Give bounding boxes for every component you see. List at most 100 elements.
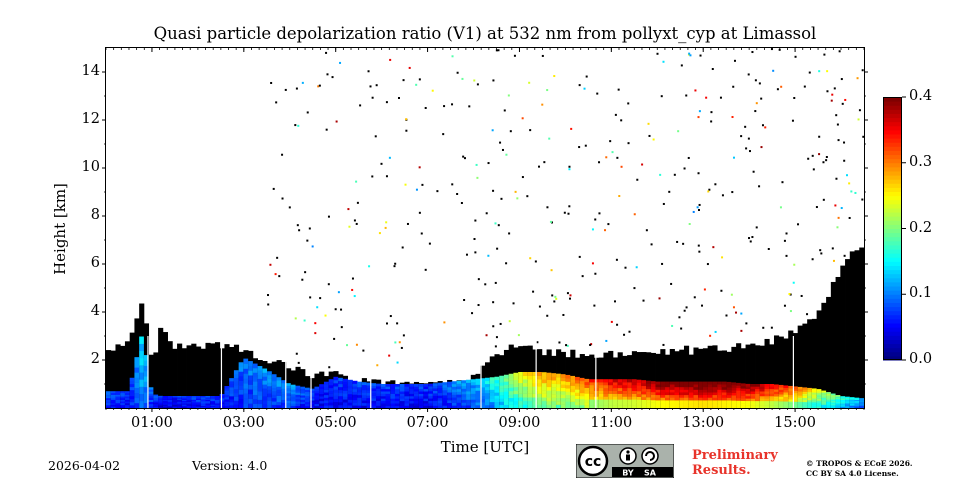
preliminary-line-1: Preliminary: [692, 448, 778, 463]
depol-cell: [342, 390, 349, 394]
depol-cell: [224, 388, 230, 391]
depol-cell: [674, 392, 680, 396]
depol-cell: [309, 394, 315, 397]
preliminary-line-2: Results.: [692, 463, 751, 478]
depol-cell: [110, 394, 116, 397]
depol-cell: [124, 401, 131, 404]
depol-cell: [196, 403, 202, 405]
depol-cell: [788, 401, 794, 404]
colorbar-segment: [883, 253, 902, 258]
depol-cell: [679, 381, 685, 385]
depol-cell: [447, 405, 453, 409]
noise-speck: [662, 60, 665, 63]
depol-cell: [513, 390, 519, 395]
noise-speck: [517, 334, 520, 337]
depol-cell: [513, 393, 519, 398]
noise-speck: [823, 53, 826, 56]
depol-cell: [177, 400, 183, 403]
noise-speck: [274, 273, 277, 276]
depol-cell: [859, 404, 865, 406]
depol-cell: [759, 384, 765, 387]
depol-cell: [688, 392, 694, 396]
depol-cell: [565, 401, 571, 405]
depol-cell: [660, 400, 666, 404]
depol-cell: [399, 386, 405, 390]
noise-speck: [512, 302, 515, 305]
cc-by-sa-badge-icon[interactable]: cc BY SA: [576, 444, 674, 478]
noise-speck: [800, 294, 803, 297]
depol-cell: [660, 389, 666, 393]
noise-speck: [456, 192, 459, 195]
noise-speck: [374, 135, 377, 138]
depol-cell: [243, 383, 249, 389]
depol-cell: [679, 389, 685, 393]
depol-cell: [196, 406, 202, 409]
depol-cell: [470, 384, 476, 389]
depol-cell: [560, 401, 566, 405]
depol-cell: [802, 389, 808, 392]
depol-cell: [357, 400, 363, 404]
depol-cell: [579, 380, 585, 385]
depol-cell: [134, 402, 140, 409]
depol-cell: [470, 387, 476, 392]
depol-cell: [447, 392, 453, 396]
depol-cell: [740, 398, 746, 401]
depol-cell: [816, 394, 822, 397]
depol-cell: [603, 379, 609, 383]
depol-cell: [717, 386, 723, 390]
depol-cell: [115, 396, 121, 399]
noise-speck: [744, 125, 747, 128]
depol-cell: [499, 388, 505, 393]
depol-cell: [589, 393, 595, 397]
colorbar-segment: [883, 109, 902, 114]
noise-speck: [424, 106, 427, 109]
depol-cell: [570, 388, 576, 393]
depol-cell: [366, 400, 372, 404]
depol-cell: [399, 384, 405, 387]
depol-cell: [304, 405, 311, 409]
depol-cell: [432, 390, 439, 394]
depol-cell: [357, 384, 363, 388]
depol-cell: [755, 400, 761, 404]
depol-cell: [120, 404, 126, 407]
noise-speck: [822, 161, 825, 164]
signal-column: [816, 310, 822, 408]
depol-cell: [456, 397, 462, 401]
noise-speck: [476, 83, 479, 86]
noise-speck: [584, 144, 587, 147]
depol-cell: [276, 386, 282, 390]
depol-cell: [797, 399, 803, 402]
depol-cell: [783, 389, 789, 393]
colorbar-segment: [883, 310, 902, 316]
depol-cell: [522, 397, 529, 402]
signal-column: [158, 327, 164, 408]
depol-cell: [646, 399, 652, 403]
depol-cell: [788, 392, 794, 396]
noise-speck: [516, 197, 519, 200]
depol-cell: [390, 400, 396, 404]
depol-cell: [248, 365, 254, 371]
depol-cell: [371, 385, 377, 389]
noise-speck: [861, 69, 864, 72]
depol-cell: [712, 402, 718, 406]
noise-speck: [767, 247, 770, 250]
noise-speck: [380, 162, 383, 165]
depol-cell: [466, 396, 472, 400]
depol-cell: [622, 379, 628, 383]
colorbar-segment: [883, 355, 902, 361]
depol-cell: [428, 393, 434, 397]
noise-speck: [553, 300, 556, 303]
depol-cell: [229, 393, 235, 397]
depol-cell: [679, 402, 685, 406]
depol-cell: [612, 405, 619, 409]
depol-cell: [499, 404, 505, 409]
noise-speck: [406, 222, 409, 225]
depol-cell: [598, 390, 604, 394]
signal-column: [167, 341, 173, 408]
depol-cell: [650, 386, 656, 390]
depol-cell: [783, 401, 789, 404]
depol-cell: [210, 404, 216, 406]
depol-cell: [304, 395, 311, 399]
depol-cell: [300, 388, 306, 392]
depol-cell: [745, 391, 751, 394]
